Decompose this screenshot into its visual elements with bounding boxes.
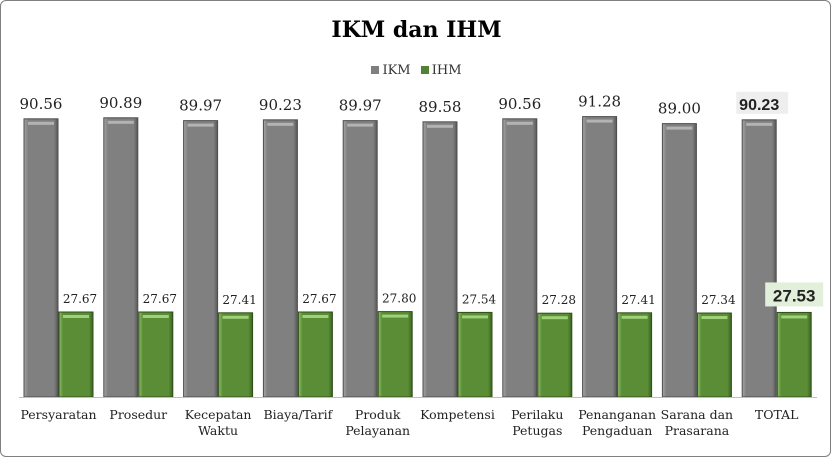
bar-ihm-2 [218, 312, 254, 398]
bar-ikm-bevel-3 [267, 122, 294, 126]
value-label-ikm-1: 90.89 [99, 94, 142, 112]
chart-title: IKM dan IHM [331, 17, 502, 43]
category-label-0-0: Persyaratan [20, 407, 96, 422]
category-label-1-0: Prosedur [109, 407, 167, 422]
legend-swatch-ikm [371, 66, 380, 74]
value-label-ikm-2: 89.97 [179, 97, 222, 115]
bar-ihm-bevel-1 [142, 315, 169, 319]
value-label-ihm-6: 27.28 [542, 293, 576, 307]
category-label-9-0: TOTAL [755, 407, 799, 422]
value-label-ihm-4: 27.80 [382, 292, 416, 306]
bar-ihm-7 [617, 312, 653, 398]
value-label-ikm-5: 89.58 [419, 98, 462, 116]
category-label-8-0: Sarana dan [661, 407, 733, 422]
bar-ikm-2 [183, 120, 219, 398]
category-label-5-0: Kompetensi [420, 407, 495, 422]
bar-ikm-6 [502, 118, 538, 398]
value-label-ikm-7: 91.28 [578, 93, 621, 111]
bar-ihm-bevel-3 [302, 315, 329, 319]
category-label-4-1: Pelayanan [345, 423, 410, 438]
value-label-ikm-6: 90.56 [498, 95, 541, 113]
bar-ihm-bevel-9 [781, 315, 808, 319]
bar-ikm-bevel-8 [666, 126, 693, 130]
bar-ihm-5 [457, 311, 493, 398]
bar-ikm-9 [741, 119, 777, 398]
category-label-7-0: Penanganan [578, 407, 656, 422]
bar-ikm-0 [23, 118, 59, 398]
bar-ihm-1 [138, 311, 174, 398]
value-label-ihm-1: 27.67 [143, 292, 177, 306]
legend: IKM IHM [1, 63, 831, 78]
category-label-8-1: Prasarana [665, 423, 730, 438]
bar-ihm-bevel-5 [462, 315, 488, 319]
bar-ihm-bevel-4 [382, 314, 409, 318]
bar-ihm-9 [776, 311, 812, 398]
value-label-ikm-4: 89.97 [339, 97, 382, 115]
bar-ikm-8 [661, 123, 697, 398]
bar-ihm-8 [696, 312, 732, 398]
value-label-ikm-8: 89.00 [658, 100, 701, 118]
bar-ihm-0 [58, 311, 94, 398]
category-label-6-1: Petugas [512, 423, 562, 438]
bar-ikm-bevel-9 [746, 122, 773, 126]
bar-ihm-bevel-6 [541, 316, 568, 320]
bar-ihm-6 [537, 312, 573, 398]
bar-ikm-bevel-7 [586, 119, 613, 123]
bar-ikm-4 [342, 120, 378, 398]
value-label-ikm-9: 90.23 [739, 97, 779, 114]
legend-item-ihm: IHM [420, 63, 462, 78]
bar-ihm-bevel-0 [63, 315, 89, 319]
legend-label-ihm: IHM [431, 63, 462, 78]
bar-ihm-4 [377, 311, 413, 398]
bar-ikm-5 [422, 121, 458, 398]
value-label-ihm-8: 27.34 [701, 293, 736, 307]
bar-ikm-3 [262, 119, 298, 398]
category-label-6-0: Perilaku [511, 407, 563, 422]
bar-ihm-bevel-7 [621, 315, 648, 319]
legend-label-ikm: IKM [382, 63, 411, 78]
bar-ikm-bevel-4 [347, 123, 374, 127]
total-ihm-label-bg [765, 282, 824, 307]
bar-ikm-bevel-5 [427, 124, 453, 128]
value-label-ihm-2: 27.41 [222, 293, 256, 307]
value-label-ihm-5: 27.54 [462, 292, 497, 306]
legend-swatch-ihm [420, 66, 429, 74]
value-label-ihm-3: 27.67 [302, 292, 336, 306]
bar-ihm-3 [297, 311, 333, 398]
bar-ikm-1 [103, 117, 139, 398]
value-label-ihm-0: 27.67 [63, 292, 97, 306]
value-label-ikm-0: 90.56 [20, 95, 63, 113]
category-label-4-0: Produk [355, 407, 401, 422]
category-label-7-1: Pengaduan [582, 423, 652, 438]
category-label-2-1: Waktu [198, 423, 238, 438]
category-label-3-0: Biaya/Tarif [264, 407, 334, 422]
bar-ikm-bevel-2 [187, 123, 214, 127]
value-label-ihm-7: 27.41 [621, 293, 655, 307]
total-ikm-label-bg [736, 91, 789, 114]
bar-ihm-bevel-8 [701, 316, 728, 320]
category-label-2-0: Kecepatan [185, 407, 252, 422]
bar-ikm-bevel-6 [506, 121, 533, 125]
legend-item-ikm: IKM [371, 63, 411, 78]
bar-ikm-bevel-0 [28, 121, 54, 125]
value-label-ikm-3: 90.23 [259, 96, 302, 114]
bar-ikm-7 [582, 116, 618, 398]
value-label-ihm-9: 27.53 [773, 286, 816, 305]
bar-ikm-bevel-1 [107, 120, 134, 124]
bar-ihm-bevel-2 [222, 315, 249, 319]
